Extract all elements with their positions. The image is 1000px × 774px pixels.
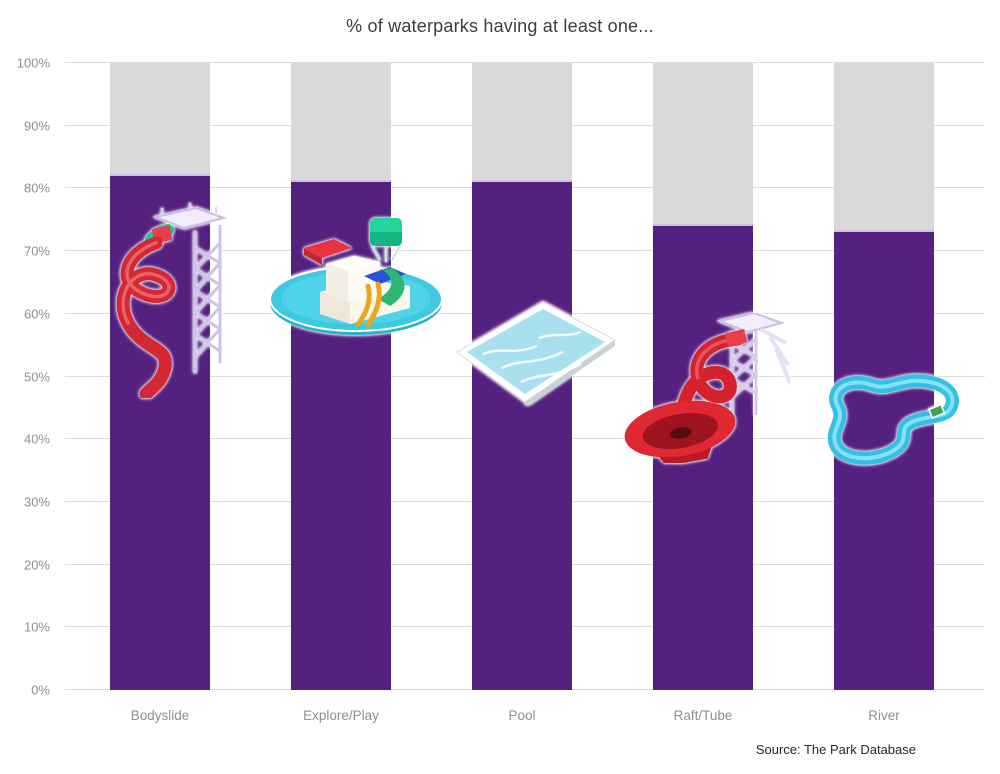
y-tick-label: 90% bbox=[23, 118, 50, 134]
chart-title: % of waterparks having at least one... bbox=[346, 16, 654, 36]
y-tick-label: 80% bbox=[23, 180, 50, 196]
pool-icon bbox=[456, 301, 616, 405]
bar-remainder bbox=[110, 63, 210, 176]
bodyslide-icon bbox=[116, 203, 228, 398]
y-tick-label: 50% bbox=[23, 369, 50, 384]
source-note: Source: The Park Database bbox=[755, 742, 916, 757]
y-axis-labels: 0% 10% 20% 30% 40% 50% 60% 70% 80% 90% 100% bbox=[0, 56, 56, 698]
x-label-pool: Pool bbox=[508, 708, 536, 723]
gridline bbox=[65, 62, 985, 63]
y-tick-label: 70% bbox=[23, 243, 50, 259]
y-tick-label: 20% bbox=[23, 557, 50, 573]
x-label-river: River bbox=[868, 708, 900, 723]
bar-value bbox=[472, 180, 572, 690]
y-tick-label: 100% bbox=[16, 55, 50, 71]
plot-area bbox=[65, 62, 985, 690]
y-tick-label: 0% bbox=[31, 682, 50, 698]
y-tick-label: 30% bbox=[23, 494, 50, 510]
x-label-bodyslide: Bodyslide bbox=[130, 708, 190, 723]
bar-pool bbox=[472, 63, 572, 690]
raft-tube-icon bbox=[624, 313, 790, 463]
bar-remainder bbox=[653, 63, 753, 227]
x-label-explore-play: Explore/Play bbox=[303, 708, 379, 723]
x-label-raft-tube: Raft/Tube bbox=[673, 708, 733, 723]
bar-remainder bbox=[472, 63, 572, 183]
river-icon bbox=[827, 374, 959, 465]
y-tick-label: 60% bbox=[23, 306, 50, 322]
explore-play-icon bbox=[269, 218, 443, 335]
bar-remainder bbox=[834, 63, 934, 233]
bar-explore-play bbox=[291, 63, 391, 690]
y-tick-label: 10% bbox=[23, 619, 50, 635]
y-tick-label: 40% bbox=[23, 431, 50, 447]
bar-remainder bbox=[291, 63, 391, 183]
